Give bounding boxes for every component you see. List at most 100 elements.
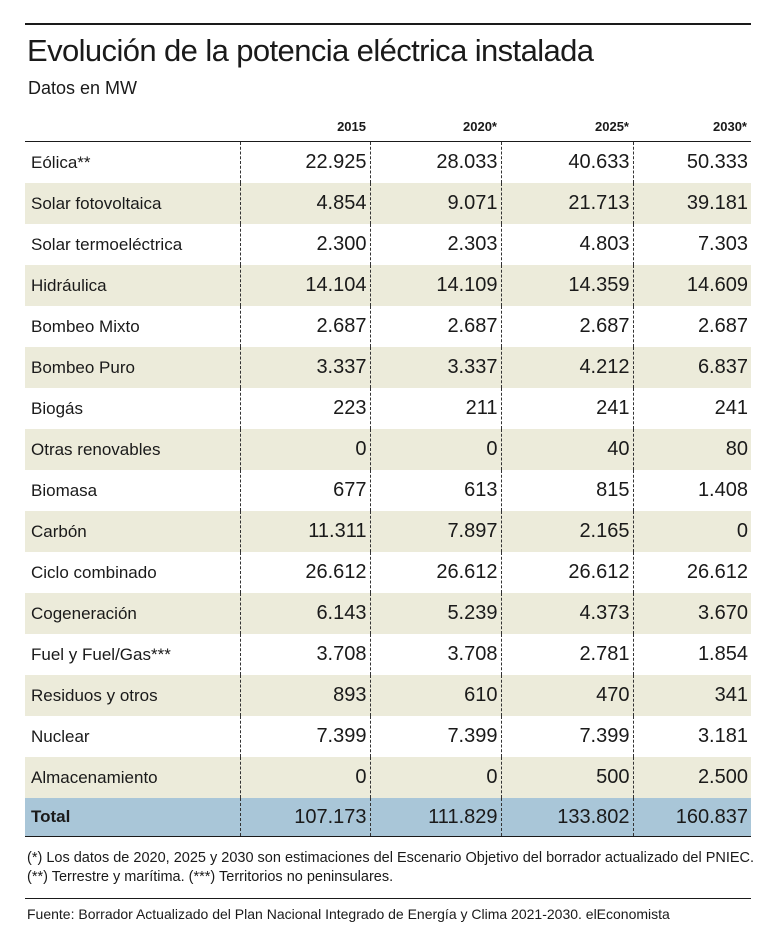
cell-value: 893 [240,675,371,716]
column-header: 2015 [240,112,370,142]
cell-value: 241 [714,397,748,419]
cell-value: 223 [240,388,371,429]
cell-value: 2.303 [370,224,502,265]
cell-value: 3.670 [633,593,751,634]
footer-rule [25,898,751,899]
table-row: Bombeo Mixto 2.687 2.687 2.687 2.687 [25,306,751,347]
table-row: Carbón 11.311 7.897 2.165 0 [25,511,751,552]
cell-value: 26.612 [370,552,502,593]
cell-value: 5.239 [370,593,502,634]
footnote: (*) Los datos de 2020, 2025 y 2030 son e… [27,850,755,885]
cell-value: 1.408 [697,479,748,501]
table-row: Biomasa 677 613 815 1.408 [25,470,751,511]
cell-value: 0 [240,429,371,470]
cell-value: 2.300 [240,224,371,265]
table-row: Solar fotovoltaica 4.854 9.071 21.713 39.181 [25,183,751,224]
row-label: Otras renovables [25,429,241,470]
cell-value: 2.687 [240,306,371,347]
total-value: 133.802 [501,798,634,836]
cell-value: 21.713 [501,183,634,224]
cell-value: 677 [240,470,371,511]
cell-value: 28.033 [370,141,502,183]
cell-value: 22.925 [240,141,371,183]
cell-value: 0 [370,429,502,470]
cell-value: 4.373 [501,593,634,634]
cell-value: 26.612 [686,561,748,583]
cell-value: 7.399 [240,716,371,757]
cell-value: 815 [501,470,634,511]
cell-value: 3.708 [240,634,371,675]
cell-value: 39.181 [633,183,751,224]
cell-value: 3.708 [370,634,502,675]
table-row: Hidráulica 14.104 14.109 14.359 14.609 [25,265,751,306]
cell-value: 470 [501,675,634,716]
chart-title: Evolución de la potencia eléctrica insta… [27,33,594,68]
table-body: Eólica** 22.925 28.033 40.633 50.333 Solar fo… [25,141,751,836]
table-bottom-rule [25,836,751,837]
cell-value: 26.612 [240,552,371,593]
cell-value: 4.803 [501,224,634,265]
cell-value: 241 [501,388,634,429]
row-label: Hidráulica [25,265,241,306]
row-label: Carbón [25,511,241,552]
cell-value: 14.609 [633,265,751,306]
cell-value: 11.311 [240,511,371,552]
cell-value: 50.333 [686,151,748,173]
cell-value: 4.854 [240,183,371,224]
table-row: Solar termoeléctrica 2.300 2.303 4.803 7.303 [25,224,751,265]
data-table: 2015 2020* 2025* 2030* Eólica** 22.925 28.… [25,112,751,836]
table-row: Biogás 223 211 241 241 [25,388,751,429]
cell-value: 3.181 [697,725,748,747]
cell-value: 7.303 [697,233,748,255]
cell-value: 6.837 [633,347,751,388]
row-label: Almacenamiento [25,757,241,798]
row-label: Solar termoeléctrica [25,224,241,265]
cell-value: 2.781 [501,634,634,675]
cell-value: 2.687 [697,315,748,337]
cell-value: 1.854 [697,643,748,665]
cell-value: 2.687 [501,306,634,347]
cell-value: 2.165 [501,511,634,552]
table-row: Cogeneración 6.143 5.239 4.373 3.670 [25,593,751,634]
cell-value: 9.071 [370,183,502,224]
cell-value: 610 [370,675,502,716]
cell-value: 613 [370,470,502,511]
row-label: Eólica** [25,141,241,183]
total-value: 160.837 [633,798,751,836]
cell-value: 3.337 [370,347,502,388]
cell-value: 3.337 [240,347,371,388]
cell-value: 7.399 [370,716,502,757]
cell-value: 2.687 [370,306,502,347]
cell-value: 14.104 [240,265,371,306]
cell-value: 14.359 [501,265,634,306]
header-row: 2015 2020* 2025* 2030* [25,112,751,142]
cell-value: 2.500 [633,757,751,798]
row-label: Bombeo Mixto [25,306,241,347]
cell-value: 80 [633,429,751,470]
table-row: Bombeo Puro 3.337 3.337 4.212 6.837 [25,347,751,388]
cell-value: 500 [501,757,634,798]
cell-value: 40 [501,429,634,470]
cell-value: 6.143 [240,593,371,634]
row-label: Ciclo combinado [25,552,241,593]
header-empty [25,112,240,142]
cell-value: 4.212 [501,347,634,388]
table-row: Eólica** 22.925 28.033 40.633 50.333 [25,141,751,183]
row-label: Residuos y otros [25,675,241,716]
table-row: Nuclear 7.399 7.399 7.399 3.181 [25,716,751,757]
table-row: Almacenamiento 0 0 500 2.500 [25,757,751,798]
cell-value: 0 [370,757,502,798]
cell-value: 7.399 [501,716,634,757]
cell-value: 0 [240,757,371,798]
top-rule [25,23,751,25]
table-row: Fuel y Fuel/Gas*** 3.708 3.708 2.781 1.854 [25,634,751,675]
table-row: Otras renovables 0 0 40 80 [25,429,751,470]
chart-subtitle: Datos en MW [28,78,138,98]
cell-value: 40.633 [501,141,634,183]
table-row: Residuos y otros 893 610 470 341 [25,675,751,716]
cell-value: 26.612 [501,552,634,593]
total-row: Total 107.173 111.829 133.802 160.837 [25,798,751,836]
column-header: 2030* [633,112,751,142]
cell-value: 211 [370,388,502,429]
cell-value: 7.897 [370,511,502,552]
